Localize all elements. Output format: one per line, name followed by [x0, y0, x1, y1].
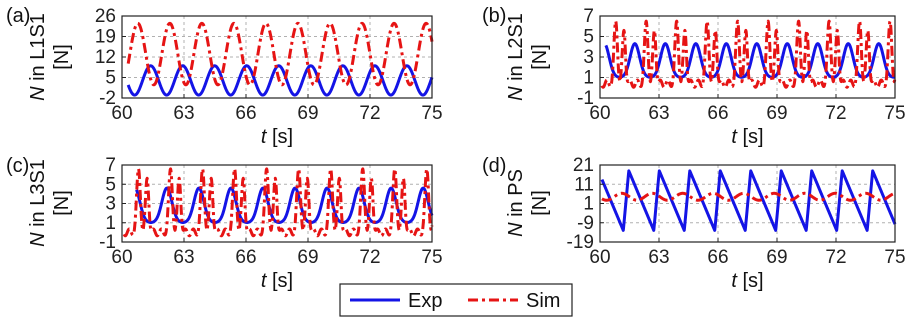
y-tick-label: 3	[105, 194, 116, 215]
x-tick-label: 60	[111, 247, 132, 268]
x-tick-label: 69	[766, 247, 787, 268]
x-tick-label: 69	[297, 247, 318, 268]
y-tick-label: -1	[99, 232, 116, 253]
legend: Exp Sim	[339, 283, 573, 317]
series-line-exp	[126, 64, 434, 97]
x-tick-label: 75	[421, 247, 442, 268]
svg-text:[N]: [N]	[529, 44, 551, 70]
y-tick-label: -19	[567, 232, 594, 253]
x-tick-label: 60	[589, 247, 610, 268]
y-tick-label: -9	[577, 213, 594, 234]
svg-text:[N]: [N]	[51, 190, 73, 216]
series-line-sim	[122, 167, 434, 238]
y-tick-label: 26	[95, 6, 116, 27]
x-tick-label: 63	[648, 103, 669, 124]
x-axis-label: t [s]	[261, 126, 293, 148]
y-axis-label: N in L2S1 [N]	[505, 13, 551, 101]
x-tick-label: 75	[421, 103, 442, 124]
svg-text:[N]: [N]	[529, 190, 551, 216]
panel-label: (d)	[482, 155, 506, 177]
panel-label: (c)	[6, 155, 29, 177]
y-tick-label: 7	[105, 155, 116, 176]
y-tick-label: -1	[577, 88, 594, 109]
x-tick-label: 60	[589, 103, 610, 124]
legend-label-exp: Exp	[408, 290, 442, 312]
svg-text:N in L2S1: N in L2S1	[505, 13, 527, 101]
x-tick-label: 66	[707, 103, 728, 124]
series-line-sim	[600, 191, 897, 202]
x-axis-label: t [s]	[731, 270, 763, 292]
x-tick-label: 72	[359, 103, 380, 124]
series-line-exp	[135, 186, 434, 225]
x-tick-label: 72	[825, 103, 846, 124]
y-tick-label: 5	[105, 174, 116, 195]
y-tick-label: 11	[574, 174, 594, 195]
legend-label-sim: Sim	[526, 290, 560, 312]
panel-label: (b)	[482, 5, 506, 27]
series-line-exp	[604, 42, 897, 79]
x-tick-label: 63	[173, 247, 194, 268]
x-tick-label: 66	[707, 247, 728, 268]
x-tick-label: 75	[884, 247, 905, 268]
x-tick-label: 66	[235, 103, 256, 124]
y-axis-label: N in PS [N]	[505, 169, 551, 237]
y-tick-label: 5	[583, 27, 594, 48]
x-tick-label: 66	[235, 247, 256, 268]
x-tick-label: 69	[297, 103, 318, 124]
y-tick-label: 1	[105, 213, 116, 234]
y-tick-label: 7	[583, 6, 594, 27]
x-tick-label: 63	[173, 103, 194, 124]
svg-text:N in L1S1: N in L1S1	[27, 13, 49, 101]
y-axis-label: N in L3S1 [N]	[27, 159, 73, 247]
x-tick-label: 60	[111, 103, 132, 124]
y-tick-label: -2	[99, 88, 116, 109]
svg-text:[N]: [N]	[51, 44, 73, 70]
x-tick-label: 63	[648, 247, 669, 268]
svg-text:N in L3S1: N in L3S1	[27, 159, 49, 247]
panel-label: (a)	[6, 5, 30, 27]
x-tick-label: 72	[825, 247, 846, 268]
y-tick-label: 3	[583, 47, 594, 68]
y-tick-label: 5	[105, 68, 116, 89]
y-tick-label: 21	[573, 155, 594, 176]
y-tick-label: 12	[95, 47, 116, 68]
x-axis-label: t [s]	[731, 126, 763, 148]
x-axis-label: t [s]	[261, 270, 293, 292]
x-tick-label: 75	[884, 103, 905, 124]
svg-text:N in PS: N in PS	[505, 169, 527, 237]
y-tick-label: 1	[583, 68, 594, 89]
series-line-sim	[600, 19, 897, 89]
legend-box	[339, 283, 573, 317]
y-tick-label: 1	[583, 194, 594, 215]
x-tick-label: 72	[359, 247, 380, 268]
x-tick-label: 69	[766, 103, 787, 124]
y-axis-label: N in L1S1 [N]	[27, 13, 73, 101]
y-tick-label: 19	[95, 27, 116, 48]
